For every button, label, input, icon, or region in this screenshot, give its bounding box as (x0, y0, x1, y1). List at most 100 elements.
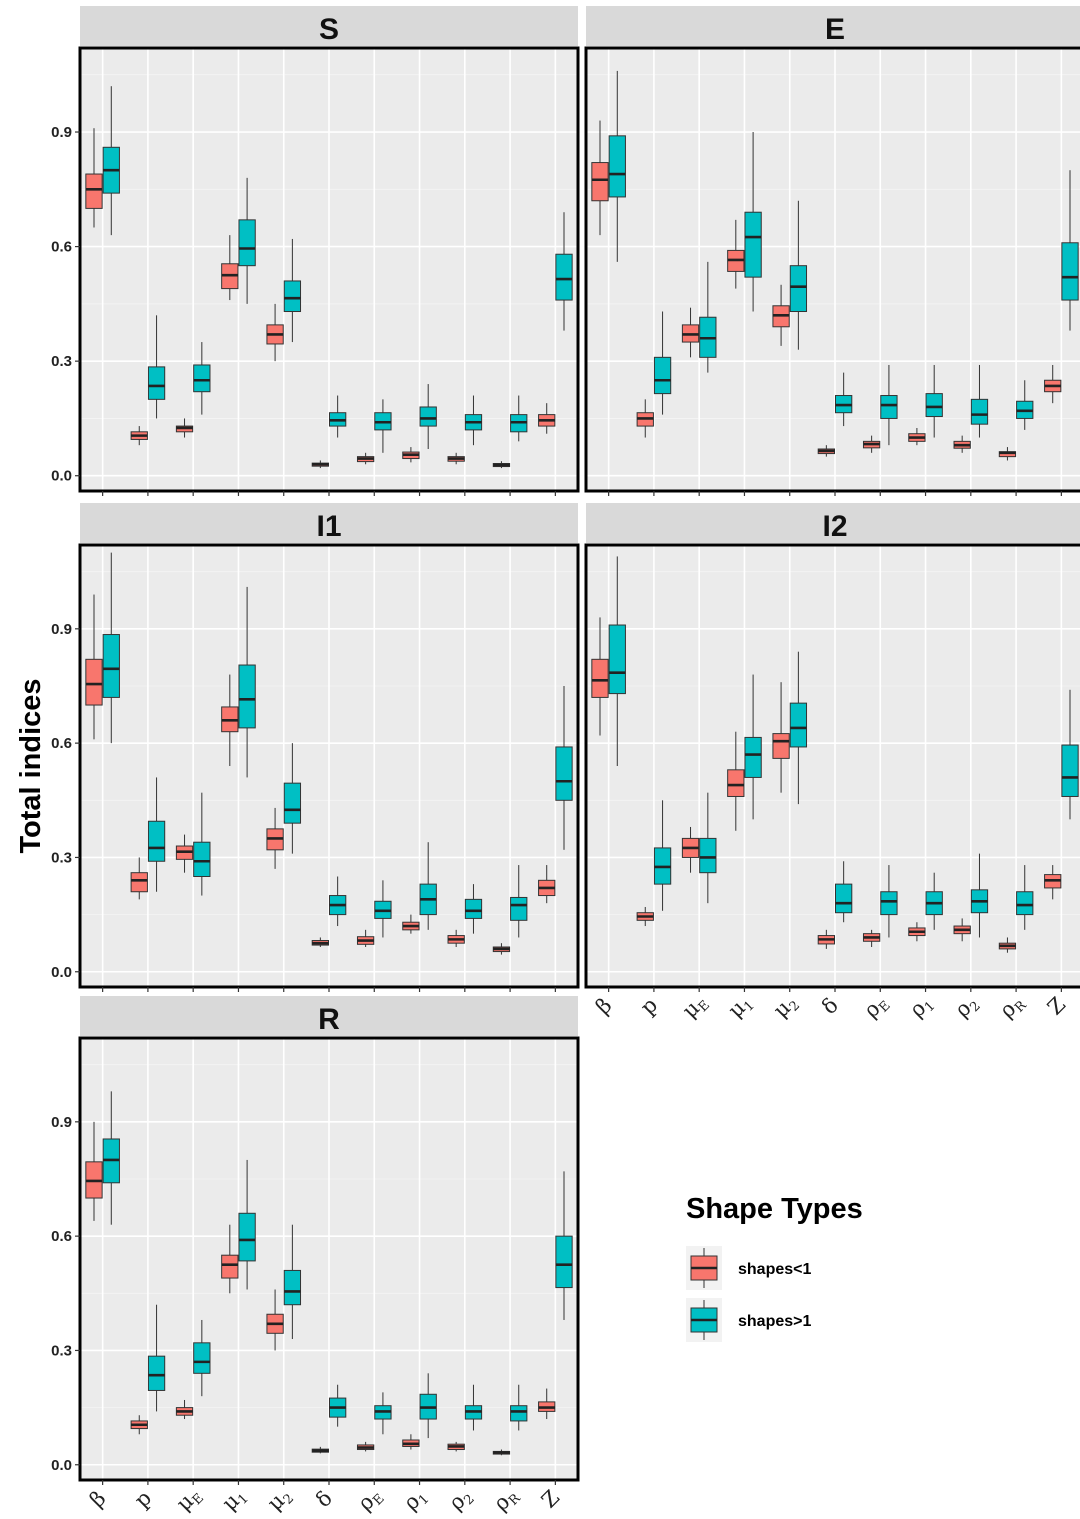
box-shapes-lt-1 (492, 943, 511, 955)
box-shapes-gt-1 (653, 311, 672, 415)
box-shapes-lt-1 (175, 834, 194, 873)
x-tick-label: ρR (995, 989, 1031, 1025)
box-body (727, 769, 745, 797)
box-body (238, 219, 256, 267)
x-tick-label: μ1 (217, 1483, 252, 1518)
box-shapes-gt-1 (744, 674, 762, 820)
box-body (1061, 744, 1079, 797)
box-body (283, 1269, 302, 1306)
box-shapes-lt-1 (681, 307, 700, 358)
box-body (555, 253, 573, 301)
facet-strip (586, 503, 1080, 543)
x-tick-label: μ2 (769, 990, 804, 1025)
box-shapes-lt-1 (998, 937, 1017, 953)
y-tick-label: 0.9 (51, 621, 72, 638)
box-body (835, 883, 853, 914)
box-shapes-gt-1 (329, 876, 347, 927)
box-body (744, 211, 762, 278)
y-axis-label: Total indices (15, 678, 47, 853)
box-shapes-gt-1 (510, 1384, 528, 1431)
box-shapes-lt-1 (1044, 364, 1062, 404)
panel-background (586, 545, 1080, 987)
box-body (880, 891, 898, 916)
box-shapes-lt-1 (727, 731, 745, 831)
facet-strip (586, 6, 1080, 46)
box-shapes-lt-1 (772, 284, 790, 346)
y-tick-label: 0.9 (51, 124, 72, 141)
legend-entry: shapes>1 (686, 1298, 811, 1342)
box-body (147, 1355, 166, 1391)
legend-label: shapes<1 (738, 1261, 811, 1278)
box-shapes-lt-1 (447, 452, 465, 465)
box-shapes-gt-1 (653, 800, 672, 911)
box-shapes-gt-1 (147, 777, 166, 892)
box-shapes-lt-1 (402, 1434, 420, 1450)
panel-background (586, 48, 1080, 491)
box-shapes-gt-1 (374, 1392, 392, 1435)
y-tick-label: 0.0 (51, 468, 72, 485)
legend-entry: shapes<1 (686, 1246, 811, 1290)
y-tick-label: 0.9 (51, 1114, 72, 1131)
facet-strip-label: E (825, 13, 845, 46)
box-shapes-gt-1 (1016, 865, 1034, 930)
box-shapes-lt-1 (175, 418, 194, 438)
box-shapes-gt-1 (1061, 689, 1079, 820)
box-shapes-gt-1 (970, 853, 989, 938)
box-shapes-lt-1 (85, 594, 103, 740)
box-shapes-lt-1 (862, 435, 881, 453)
facet-strip-label: I2 (822, 510, 847, 543)
x-tick-label: μ2 (263, 1483, 298, 1518)
box-shapes-lt-1 (681, 826, 700, 873)
box-shapes-gt-1 (1016, 380, 1034, 430)
box-shapes-gt-1 (147, 1304, 166, 1412)
x-tick-label: ρ2 (950, 990, 984, 1024)
box-shapes-gt-1 (699, 261, 717, 373)
box-shapes-lt-1 (85, 128, 103, 228)
x-tick-label: μE (172, 1482, 207, 1517)
facet-strip (80, 503, 578, 543)
box-shapes-gt-1 (1061, 170, 1079, 331)
box-shapes-lt-1 (591, 617, 609, 736)
x-tick-label: β (85, 1486, 111, 1512)
box-body (147, 366, 166, 400)
box-shapes-lt-1 (175, 1399, 194, 1420)
box-shapes-lt-1 (85, 1121, 103, 1221)
box-body (699, 837, 717, 874)
box-shapes-lt-1 (817, 445, 836, 457)
box-shapes-lt-1 (953, 918, 971, 942)
box-shapes-gt-1 (880, 865, 898, 938)
box-body (970, 398, 989, 425)
box-shapes-lt-1 (817, 929, 836, 949)
box-shapes-lt-1 (862, 929, 881, 947)
box-body (283, 782, 302, 824)
y-tick-label: 0.3 (51, 849, 72, 866)
box-body (193, 1342, 211, 1374)
box-body (85, 173, 103, 209)
box-shapes-gt-1 (102, 86, 120, 236)
x-tick-label: μ1 (723, 990, 758, 1025)
box-shapes-lt-1 (266, 1289, 284, 1351)
panel-r: R 0.0 0.3 0.6 0.9 β p μE μ1 μ2 δ ρE ρ1 ρ2 ρR Z (51, 996, 580, 1518)
box-shapes-lt-1 (953, 435, 971, 453)
y-tick-label: 0.6 (51, 1228, 72, 1245)
x-tick-label: ρ1 (905, 990, 939, 1024)
box-shapes-lt-1 (402, 447, 420, 463)
box-shapes-lt-1 (356, 1441, 375, 1452)
box-shapes-gt-1 (193, 1319, 211, 1397)
box-body (283, 280, 302, 313)
box-shapes-gt-1 (419, 384, 437, 449)
x-tick-label: p (636, 993, 662, 1019)
box-shapes-lt-1 (311, 937, 329, 947)
box-shapes-lt-1 (538, 865, 556, 904)
box-body (102, 634, 120, 698)
box-shapes-lt-1 (727, 219, 745, 289)
box-shapes-gt-1 (699, 792, 717, 904)
box-body (591, 162, 609, 202)
box-shapes-gt-1 (283, 238, 302, 343)
box-body (147, 820, 166, 862)
box-shapes-lt-1 (311, 1446, 329, 1454)
box-shapes-gt-1 (147, 315, 166, 419)
box-shapes-gt-1 (608, 556, 626, 766)
facet-strip-label: R (318, 1003, 340, 1036)
